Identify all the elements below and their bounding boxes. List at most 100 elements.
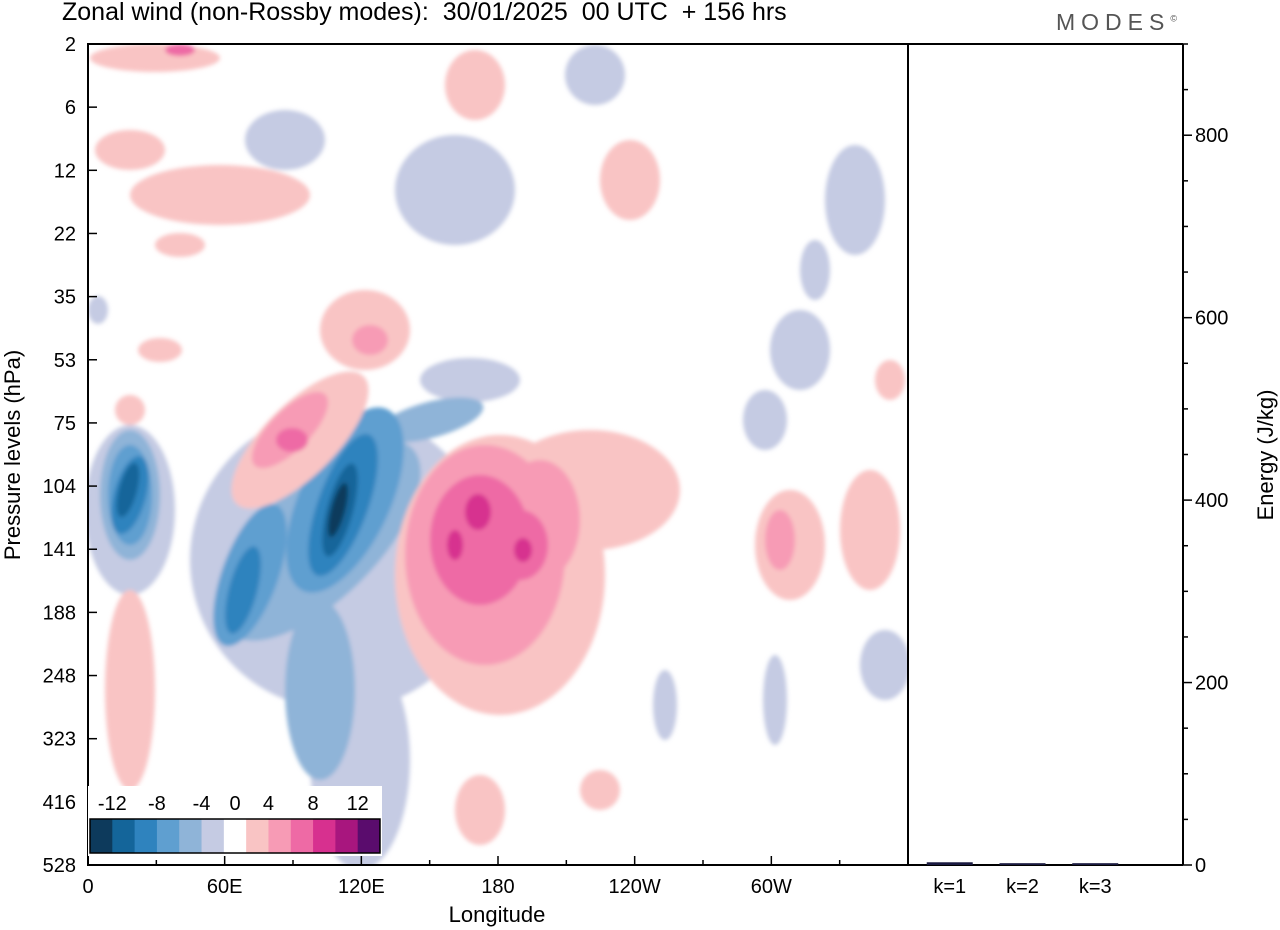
contour-neg-weak <box>800 240 830 300</box>
x-tick-label: 60W <box>751 876 792 898</box>
colorbar-swatch <box>90 819 113 853</box>
contour-pos-weak <box>115 395 145 425</box>
contour-pos-moderate <box>352 325 388 355</box>
y-axis-label: Pressure levels (hPa) <box>0 350 25 560</box>
y-tick-label: 6 <box>65 97 76 119</box>
contour-pos-weak <box>90 44 220 72</box>
contour-neg-moderate <box>376 397 484 443</box>
colorbar-label: -8 <box>148 793 166 815</box>
colorbar-swatch <box>313 819 336 853</box>
colorbar: -12 -8 -4 0 4 8 12 <box>88 786 382 856</box>
x-axis-label: Longitude <box>449 902 546 927</box>
colorbar-swatch <box>246 819 269 853</box>
contour-neg-weak <box>565 45 625 105</box>
y-tick-label: 248 <box>43 666 76 688</box>
contour-field <box>88 44 908 865</box>
contour-pos-weak <box>138 338 182 362</box>
y-tick-label: 188 <box>43 602 76 624</box>
y-tick-label: 35 <box>54 287 76 309</box>
energy-bar <box>926 862 973 865</box>
contour-pos-weak <box>155 233 205 257</box>
contour-pos-weak <box>875 360 905 400</box>
contour-neg-weak <box>763 655 787 745</box>
contour-pos-weak <box>105 590 155 790</box>
energy-bar-label: k=3 <box>1079 876 1112 898</box>
colorbar-swatch <box>179 819 203 853</box>
y-tick-label: 75 <box>54 413 76 435</box>
colorbar-frame <box>89 818 381 854</box>
contour-neg-weak <box>420 358 520 402</box>
colorbar-swatch <box>268 819 292 853</box>
modes-logo: MODES© <box>1056 9 1177 36</box>
contour-neg-very-strong <box>225 546 261 634</box>
y-tick-label: 528 <box>43 855 76 877</box>
energy-axis-label: Energy (J/kg) <box>1253 390 1278 521</box>
y-tick-label: 12 <box>54 160 76 182</box>
energy-bar-label: k=1 <box>933 876 966 898</box>
x-tick-label: 120W <box>609 876 661 898</box>
y-tick-label: 2 <box>65 34 76 56</box>
copyright-mark: © <box>1170 13 1177 24</box>
contour-pos-core <box>465 494 491 530</box>
contour-pos-weak <box>580 770 620 810</box>
contour-pos-weak <box>840 470 900 590</box>
contour-neg-core <box>116 462 140 518</box>
contour-pos-weak <box>445 50 505 120</box>
energy-tick-label: 0 <box>1195 855 1206 877</box>
contour-pos-weak <box>95 130 165 170</box>
energy-bar-label: k=2 <box>1006 876 1039 898</box>
colorbar-label: -4 <box>193 793 211 815</box>
x-tick-label: 120E <box>338 876 385 898</box>
energy-plot-frame <box>908 43 1184 866</box>
colorbar-swatch <box>335 819 359 853</box>
contour-pos-weak <box>600 140 660 220</box>
colorbar-swatch <box>112 819 136 853</box>
energy-bars <box>926 862 1119 865</box>
colorbar-swatch <box>357 819 381 853</box>
contour-pos-weak <box>130 165 310 225</box>
energy-bar <box>1072 863 1119 865</box>
contour-neg-weak <box>770 310 830 390</box>
energy-tick-label: 200 <box>1195 673 1228 695</box>
contour-neg-weak <box>743 390 787 450</box>
energy-tick-label: 400 <box>1195 490 1228 512</box>
contour-pos-weak <box>455 775 505 845</box>
colorbar-swatch <box>201 819 225 853</box>
contour-pos-moderate <box>765 510 795 570</box>
contour-neg-weak <box>245 110 325 170</box>
energy-bar <box>999 863 1046 865</box>
y-tick-label: 22 <box>54 223 76 245</box>
energy-axis: 0 200 400 600 800 <box>1183 43 1228 877</box>
energy-tick-label: 800 <box>1195 125 1228 147</box>
colorbar-label: 12 <box>347 793 369 815</box>
x-tick-label: 180 <box>481 876 514 898</box>
chart-title: Zonal wind (non-Rossby modes): 30/01/202… <box>62 0 787 26</box>
x-tick-label: 60E <box>207 876 243 898</box>
contour-neg-weak <box>88 296 108 324</box>
colorbar-swatch <box>223 819 247 853</box>
x-axis: 0 60E 120E 180 120W 60W <box>82 856 909 898</box>
contour-pos-core <box>514 538 532 562</box>
contour-neg-weak <box>395 135 515 245</box>
x-tick-label: 0 <box>82 876 93 898</box>
contour-neg-weak <box>653 670 677 740</box>
y-tick-label: 104 <box>43 476 76 498</box>
colorbar-label: 0 <box>229 793 240 815</box>
colorbar-swatch <box>156 819 180 853</box>
colorbar-swatch <box>134 819 158 853</box>
y-tick-label: 323 <box>43 729 76 751</box>
energy-tick-label: 600 <box>1195 308 1228 330</box>
colorbar-swatch <box>290 819 314 853</box>
y-axis: 2 6 12 22 35 53 75 104 141 188 248 323 416 528 <box>43 34 97 877</box>
y-tick-label: 141 <box>43 539 76 561</box>
contour-pos-core <box>447 530 463 560</box>
colorbar-label: 8 <box>308 793 319 815</box>
colorbar-label: -12 <box>98 793 127 815</box>
contour-neg-moderate <box>285 600 355 780</box>
energy-bar-labels: k=1 k=2 k=3 <box>933 876 1111 898</box>
contour-neg-weak <box>825 145 885 255</box>
y-tick-label: 53 <box>54 350 76 372</box>
logo-text: MODES <box>1056 9 1171 35</box>
y-tick-label: 416 <box>43 792 76 814</box>
